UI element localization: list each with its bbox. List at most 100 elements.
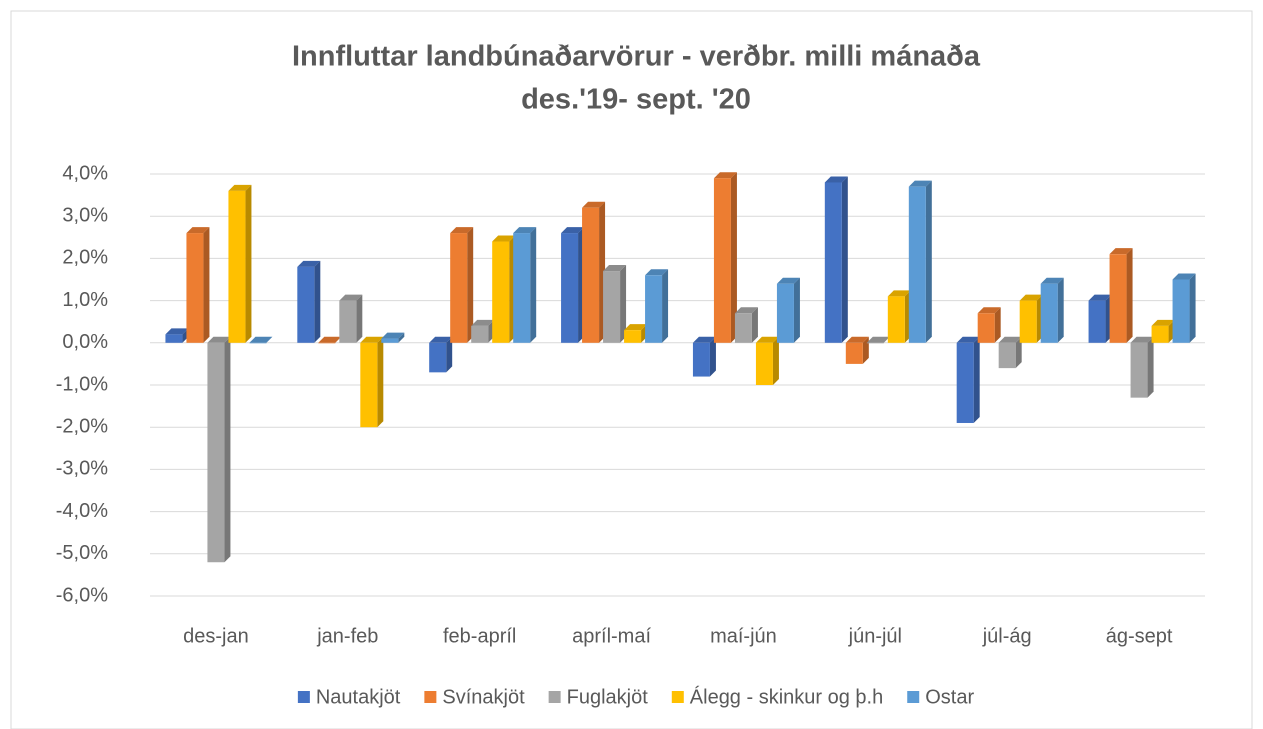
bar: [776, 277, 800, 343]
bar-front: [561, 233, 579, 343]
bar: [866, 336, 890, 344]
bar-side: [751, 307, 758, 343]
legend-label: Fuglakjöt: [567, 686, 649, 708]
bar-top: [249, 336, 273, 343]
bar-front: [977, 313, 995, 343]
bar-front: [1109, 254, 1127, 343]
bar-side: [530, 227, 537, 343]
bar: [513, 227, 537, 343]
legend-label: Nautakjöt: [316, 686, 401, 708]
bar-side: [862, 336, 869, 364]
bar-front: [249, 342, 267, 344]
bar-side: [841, 176, 848, 343]
bar-top: [734, 307, 758, 314]
chart-frame: [10, 10, 1253, 729]
legend-label: Svínakjöt: [442, 686, 525, 708]
bar: [1088, 294, 1112, 343]
bar: [381, 332, 405, 343]
bar-top: [1109, 248, 1133, 255]
bar-front: [318, 342, 336, 344]
bar-side: [398, 332, 405, 343]
bar-front: [908, 186, 926, 343]
bar: [207, 336, 231, 563]
bar: [186, 227, 210, 343]
legend-label: Álegg - skinkur og þ.h: [690, 685, 883, 708]
bar: [887, 290, 911, 343]
bar-front: [734, 313, 752, 343]
bar-top: [866, 336, 890, 343]
bar-top: [360, 336, 384, 343]
bar-front: [776, 283, 794, 343]
bar-side: [1015, 336, 1022, 369]
bar-side: [356, 294, 363, 343]
bar: [492, 235, 516, 343]
y-tick-label: 3,0%: [62, 204, 108, 226]
bar-side: [620, 265, 627, 343]
bar: [713, 172, 737, 343]
bar-side: [377, 336, 384, 428]
bar-top: [645, 269, 669, 276]
bar-front: [339, 300, 357, 343]
bar-front: [1151, 325, 1169, 343]
bar-top: [887, 290, 911, 297]
bar-top: [998, 336, 1022, 343]
bar: [692, 336, 716, 377]
legend-swatch: [907, 691, 920, 703]
bar-side: [662, 269, 669, 343]
bar-side: [994, 307, 1001, 343]
bar-top: [165, 328, 189, 335]
bar-front: [956, 342, 974, 423]
bar-top: [755, 336, 779, 343]
bar: [360, 336, 384, 428]
y-tick-label: -3,0%: [56, 458, 108, 480]
bar-top: [824, 176, 848, 183]
bar-side: [224, 336, 231, 563]
bar: [977, 307, 1001, 343]
bar-top: [713, 172, 737, 179]
bar: [624, 324, 648, 343]
bar-front: [360, 342, 378, 428]
bar-front: [713, 178, 731, 343]
bar-top: [624, 324, 648, 331]
bar-top: [1130, 336, 1154, 343]
y-tick-label: -5,0%: [56, 542, 108, 564]
bar-front: [450, 233, 468, 343]
bar-side: [973, 336, 980, 423]
bar-top: [561, 227, 585, 234]
y-tick-label: -6,0%: [56, 584, 108, 606]
bar-side: [772, 336, 779, 385]
bar-front: [471, 325, 489, 343]
bar-side: [446, 336, 453, 373]
bar-front: [866, 342, 884, 344]
bar-front: [1040, 283, 1058, 343]
bar-front: [755, 342, 773, 385]
bar-front: [228, 190, 246, 343]
bar: [908, 180, 932, 343]
bar-top: [471, 319, 495, 326]
y-tick-label: 4,0%: [62, 162, 108, 184]
bar: [450, 227, 474, 343]
bar-front: [207, 342, 225, 563]
bar-front: [603, 271, 621, 343]
bar-top: [492, 235, 516, 242]
bar-top: [582, 201, 606, 208]
bar: [824, 176, 848, 343]
bar-top: [297, 260, 321, 267]
bar-top: [339, 294, 363, 301]
bar-side: [730, 172, 737, 343]
bar-side: [1126, 248, 1133, 343]
bar: [297, 260, 321, 343]
y-tick-label: -4,0%: [56, 500, 108, 522]
bar-side: [1057, 277, 1064, 343]
bar: [429, 336, 453, 373]
y-tick-label: -1,0%: [56, 373, 108, 395]
chart-title: Innfluttar landbúnaðarvörur - verðbr. mi…: [292, 41, 981, 73]
bar-front: [186, 233, 204, 343]
bar-top: [908, 180, 932, 187]
x-tick-label: júl-ág: [982, 625, 1032, 647]
bar-top: [513, 227, 537, 234]
bar-side: [467, 227, 474, 343]
legend-swatch: [671, 691, 684, 703]
y-tick-label: 1,0%: [62, 289, 108, 311]
